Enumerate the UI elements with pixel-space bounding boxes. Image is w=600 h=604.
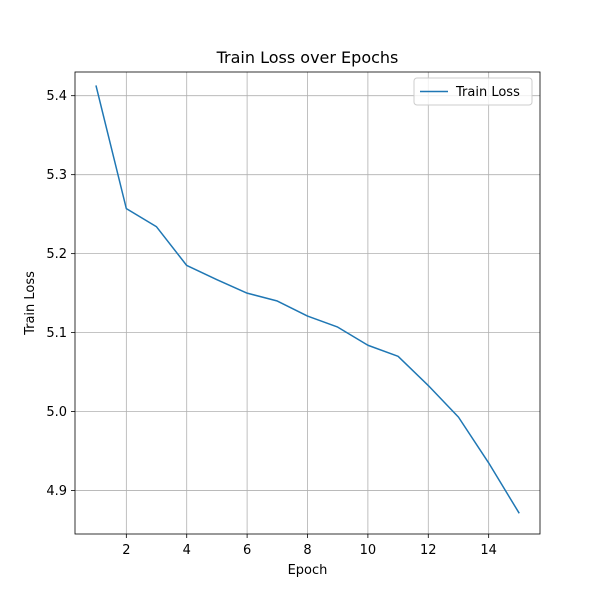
x-tick-label: 4 [183,543,191,558]
y-tick-label: 4.9 [46,484,67,499]
data-point [95,85,98,88]
x-tick-label: 14 [480,543,497,558]
data-point [155,225,158,228]
y-tick-label: 5.0 [46,405,67,420]
series-line-train-loss [95,85,520,514]
data-point [397,355,400,358]
data-point [246,292,249,295]
data-point [427,384,430,387]
data-point [125,207,128,210]
series-layer [95,85,520,514]
data-point [366,344,369,347]
data-point [215,278,218,281]
data-point [517,511,520,514]
x-tick-label: 8 [303,543,311,558]
x-tick-label: 6 [243,543,251,558]
data-point [487,461,490,464]
axis-ticks: 2 4 6 8 10 12 14 4.9 5.0 5.1 5.2 5.3 5.4 [46,89,497,558]
chart-title: Train Loss over Epochs [216,48,399,67]
legend-label-train-loss: Train Loss [455,85,520,100]
y-tick-label: 5.4 [46,89,67,104]
x-tick-label: 10 [360,543,377,558]
data-point [185,264,188,267]
x-tick-label: 2 [122,543,130,558]
data-point [306,315,309,318]
legend: Train Loss [413,77,533,106]
legend-box [413,77,533,106]
data-point [276,300,279,303]
data-point [336,326,339,329]
y-tick-label: 5.2 [46,247,67,262]
grid-lines [75,72,540,534]
data-point [457,416,460,419]
y-tick-label: 5.1 [46,326,67,341]
y-tick-label: 5.3 [46,168,67,183]
x-tick-label: 12 [420,543,437,558]
y-axis-label: Train Loss [23,271,38,336]
x-axis-label: Epoch [288,563,328,578]
